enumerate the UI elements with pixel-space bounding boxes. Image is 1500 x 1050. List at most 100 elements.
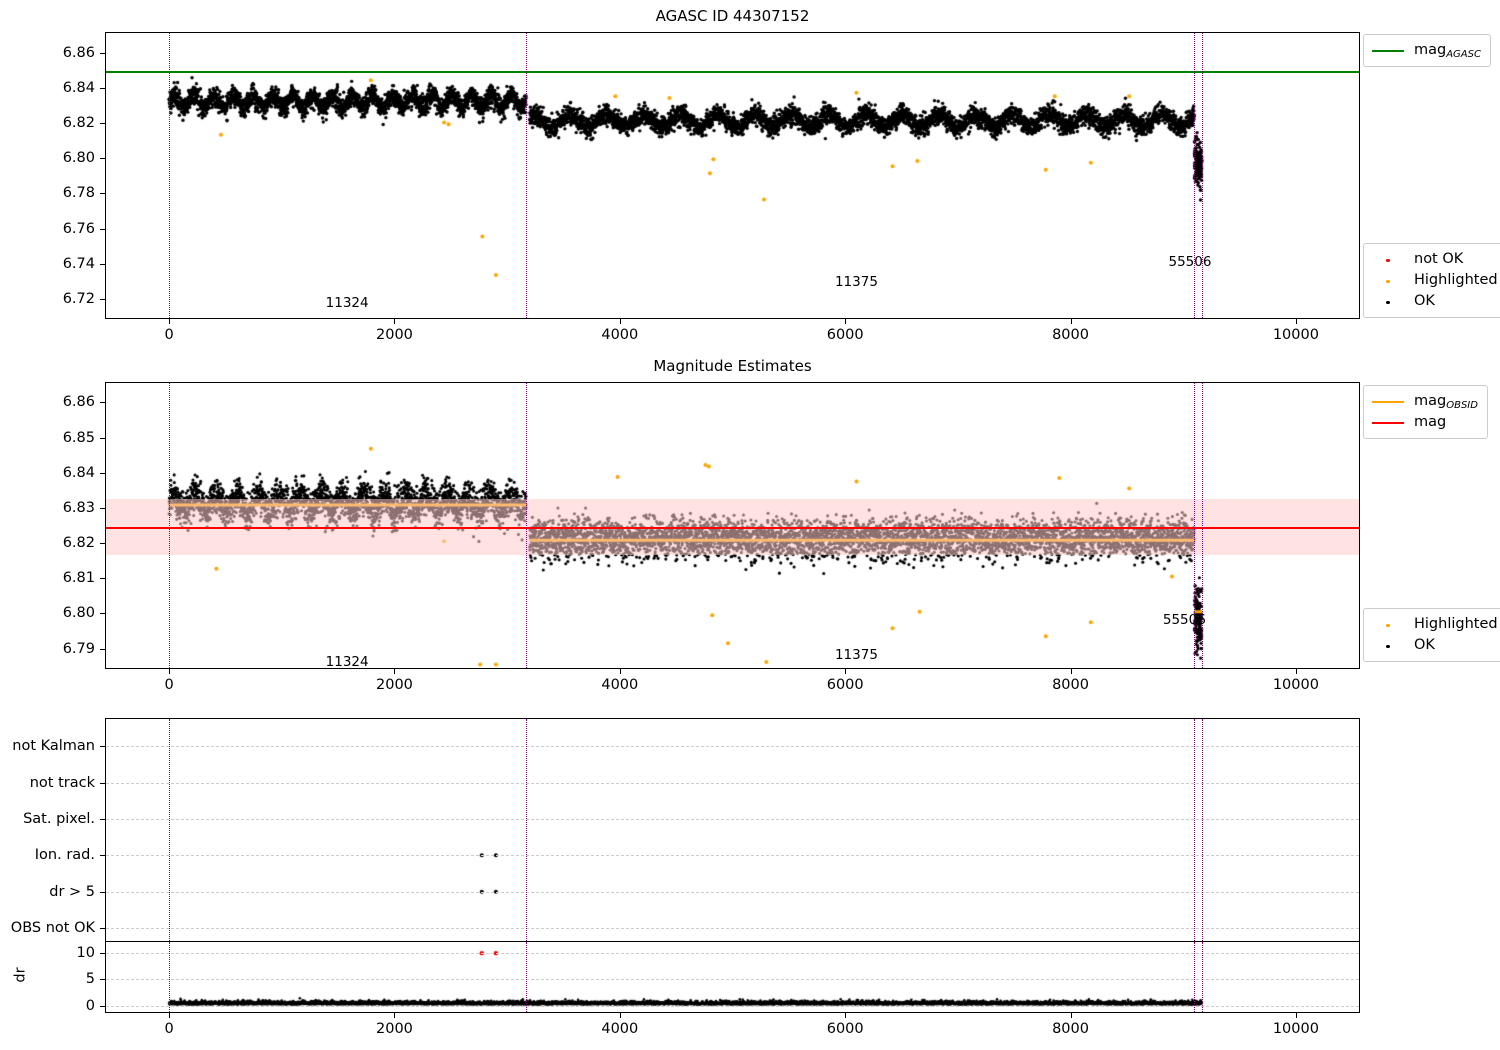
magnitude-estimates-title: Magnitude Estimates	[653, 357, 812, 375]
x-tick-mark	[1070, 319, 1072, 324]
flag-gridline	[106, 928, 1359, 930]
obsid-divider-line	[1201, 942, 1203, 1012]
legend-line-swatch	[1371, 44, 1405, 58]
x-tick-mark	[169, 669, 171, 674]
y-tick-mark	[100, 648, 105, 650]
y-tick-mark	[100, 88, 105, 90]
dr-gridline	[106, 952, 1359, 954]
x-tick-mark	[1295, 1013, 1297, 1018]
legend-dot-swatch	[1371, 618, 1405, 632]
mag-agasc-plot-area: 11324 11375 55506	[106, 33, 1359, 318]
obsid-divider-line	[526, 383, 528, 668]
dr-gridline	[106, 979, 1359, 981]
y-tick-mark	[100, 472, 105, 474]
flag-gridline	[106, 746, 1359, 748]
legend-label: not OK	[1414, 251, 1464, 268]
flags-plot-area	[106, 719, 1359, 959]
x-tick-mark	[619, 1013, 621, 1018]
obsid-divider-line	[1194, 33, 1196, 318]
mag-agasc-legend-lower[interactable]: not OK Highlighted OK	[1363, 243, 1500, 318]
obsid-divider-line	[169, 942, 171, 1012]
x-tick-label: 2000	[376, 1021, 413, 1037]
dr-scatter	[106, 942, 1359, 1012]
x-tick-mark	[394, 1013, 396, 1018]
x-tick-label: 8000	[1052, 1021, 1089, 1037]
flag-tick-mark	[100, 746, 105, 748]
x-tick-mark	[394, 669, 396, 674]
legend-entry: magOBSID	[1371, 391, 1478, 412]
dr-gridline	[106, 1005, 1359, 1007]
x-tick-label: 2000	[376, 677, 413, 693]
x-tick-mark	[169, 1013, 171, 1018]
legend-label: magOBSID	[1414, 393, 1478, 412]
dr-tick-mark	[100, 979, 105, 981]
flag-row-label: Sat. pixel.	[23, 811, 95, 827]
flag-row-label: dr > 5	[49, 883, 95, 900]
legend-dot	[1386, 300, 1390, 305]
obsid-annotation: 11375	[834, 646, 878, 663]
y-tick-label: 6.83	[62, 499, 95, 516]
y-tick-label: 6.81	[62, 570, 95, 587]
legend-dot-swatch	[1371, 639, 1405, 653]
legend-label: mag	[1414, 414, 1447, 431]
obsid-divider-line	[1201, 33, 1203, 318]
mag-agasc-legend-upper[interactable]: magAGASC	[1363, 34, 1491, 67]
x-tick-label: 10000	[1272, 677, 1319, 693]
magnitude-estimates-legend-upper[interactable]: magOBSID mag	[1363, 385, 1488, 439]
x-tick-label: 6000	[826, 677, 864, 693]
y-tick-mark	[100, 193, 105, 195]
x-tick-label: 4000	[601, 327, 639, 343]
dr-plot-area	[106, 942, 1359, 1012]
y-tick-mark	[100, 298, 105, 300]
x-tick-label: 0	[164, 677, 174, 693]
y-tick-mark	[100, 613, 105, 615]
x-tick-mark	[394, 319, 396, 324]
x-tick-mark	[845, 319, 847, 324]
legend-label: OK	[1414, 293, 1435, 310]
y-tick-label: 6.74	[62, 255, 95, 272]
mag-agasc-scatter	[106, 33, 1359, 318]
obsid-divider-line	[1201, 719, 1203, 959]
legend-entry: OK	[1371, 635, 1498, 656]
x-tick-label: 0	[164, 1021, 174, 1037]
flag-gridline	[106, 855, 1359, 857]
legend-line-swatch	[1371, 395, 1405, 409]
y-tick-label: 6.82	[62, 115, 95, 132]
x-tick-label: 8000	[1052, 327, 1089, 343]
x-tick-label: 8000	[1052, 677, 1089, 693]
obsid-divider-line	[169, 383, 171, 668]
mag-hline	[106, 527, 1359, 530]
x-tick-mark	[1295, 669, 1297, 674]
mag-agasc-hline	[106, 71, 1359, 74]
y-tick-label: 6.82	[62, 535, 95, 552]
obsid-annotation: 11324	[325, 295, 369, 312]
x-tick-mark	[1070, 1013, 1072, 1018]
legend-label: magAGASC	[1414, 42, 1481, 61]
legend-dot	[1386, 258, 1390, 263]
x-tick-label: 4000	[601, 1021, 639, 1037]
legend-entry: magAGASC	[1371, 40, 1481, 61]
obsid-annotation: 11324	[325, 653, 369, 668]
y-tick-mark	[100, 228, 105, 230]
x-tick-label: 6000	[826, 327, 864, 343]
x-tick-label: 4000	[601, 677, 639, 693]
flag-tick-mark	[100, 928, 105, 930]
x-tick-mark	[169, 319, 171, 324]
obsid-divider-line	[169, 719, 171, 959]
flag-gridline	[106, 782, 1359, 784]
y-tick-mark	[100, 158, 105, 160]
flag-row-label: not Kalman	[12, 738, 95, 755]
dr-tick-mark	[100, 1005, 105, 1007]
obsid-annotation: 55506	[1162, 611, 1206, 628]
y-tick-mark	[100, 263, 105, 265]
legend-entry: mag	[1371, 412, 1478, 433]
x-tick-label: 2000	[376, 327, 413, 343]
legend-label: OK	[1414, 637, 1435, 654]
flags-panel	[105, 718, 1360, 960]
legend-line	[1372, 400, 1404, 403]
legend-entry: Highlighted	[1371, 614, 1498, 635]
magnitude-estimates-legend-lower[interactable]: Highlighted OK	[1363, 608, 1500, 662]
y-tick-label: 6.86	[62, 394, 95, 411]
legend-dot	[1386, 279, 1390, 284]
